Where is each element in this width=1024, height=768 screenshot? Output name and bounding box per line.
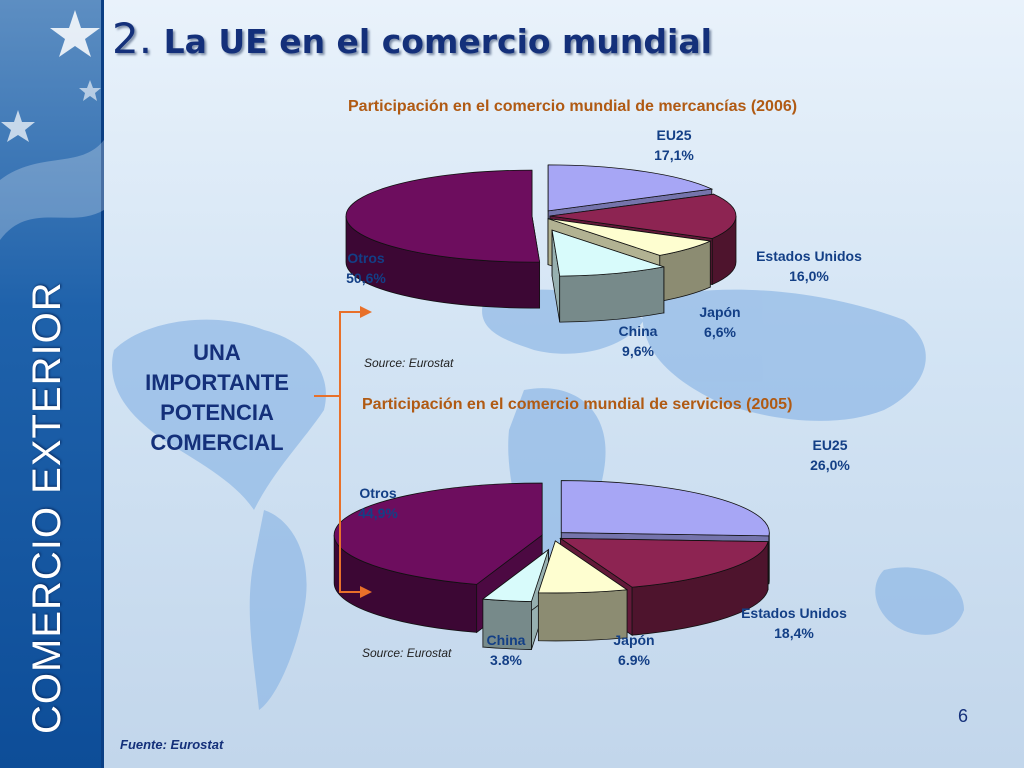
slice-label-name: EU25 [656, 127, 691, 143]
star-icon [79, 80, 101, 101]
slice-label-name: Otros [359, 485, 397, 501]
pie-slice-otros [345, 169, 541, 309]
tagline-line: POTENCIA [160, 400, 274, 425]
chart-source-merchandise: Source: Eurostat [364, 356, 454, 370]
slice-label-value: 50,6% [346, 270, 386, 286]
tagline: UNA IMPORTANTE POTENCIA COMERCIAL [128, 338, 306, 458]
pie-slice-china [481, 548, 550, 650]
page-title: 2. La UE en el comercio mundial [112, 14, 712, 63]
footer-source: Fuente: Eurostat [120, 737, 224, 752]
slice-label-value: 6,6% [704, 324, 736, 340]
eu-stars-decoration [0, 10, 104, 240]
arrow-head-icon [360, 586, 372, 598]
slice-label-value: 3.8% [490, 652, 522, 668]
pie-slice-japon [537, 540, 629, 642]
chart-source-services: Source: Eurostat [362, 646, 452, 660]
tagline-line: COMERCIAL [150, 430, 284, 455]
slice-label-name: Japón [699, 304, 740, 320]
page-title-text: La UE en el comercio mundial [163, 22, 712, 61]
slice-label-name: Estados Unidos [741, 605, 847, 621]
bracket-line [339, 396, 360, 593]
pie-chart-services: EU25 26,0% Estados Unidos 18,4% Japón 6.9% Chi… [333, 437, 850, 668]
slice-label-name: Estados Unidos [756, 248, 862, 264]
chart-title-merchandise: Participación en el comercio mundial de … [348, 98, 798, 115]
sidebar: COMERCIO EXTERIOR [0, 0, 104, 768]
swoosh-decoration [0, 140, 104, 240]
star-icon [1, 110, 35, 142]
chart-title-services: Participación en el comercio mundial de … [362, 396, 793, 413]
tagline-line: IMPORTANTE [145, 370, 289, 395]
sidebar-stripe [101, 0, 104, 768]
arrow-head-icon [360, 306, 372, 318]
slice-label-name: China [619, 323, 658, 339]
slice-label-name: EU25 [812, 437, 847, 453]
slice-label-value: 16,0% [789, 268, 829, 284]
page-number: 6 [958, 706, 969, 726]
slice-label-value: 44,9% [358, 505, 398, 521]
slice-label-value: 18,4% [774, 625, 814, 641]
slice-label-value: 17,1% [654, 147, 694, 163]
slice-label-value: 9,6% [622, 343, 654, 359]
slice-label-name: Otros [347, 250, 385, 266]
star-icon [50, 10, 100, 57]
slice-label-name: China [487, 632, 526, 648]
pie-chart-merchandise: EU25 17,1% Estados Unidos 16,0% Japón 6,6% Chi… [345, 127, 862, 359]
tagline-line: UNA [193, 340, 241, 365]
slice-label-value: 26,0% [810, 457, 850, 473]
slice-label-name: Japón [613, 632, 654, 648]
slice-label-value: 6.9% [618, 652, 650, 668]
bracket-line [314, 311, 360, 397]
section-number: 2. [112, 14, 153, 63]
pie-slice-china [551, 229, 665, 323]
